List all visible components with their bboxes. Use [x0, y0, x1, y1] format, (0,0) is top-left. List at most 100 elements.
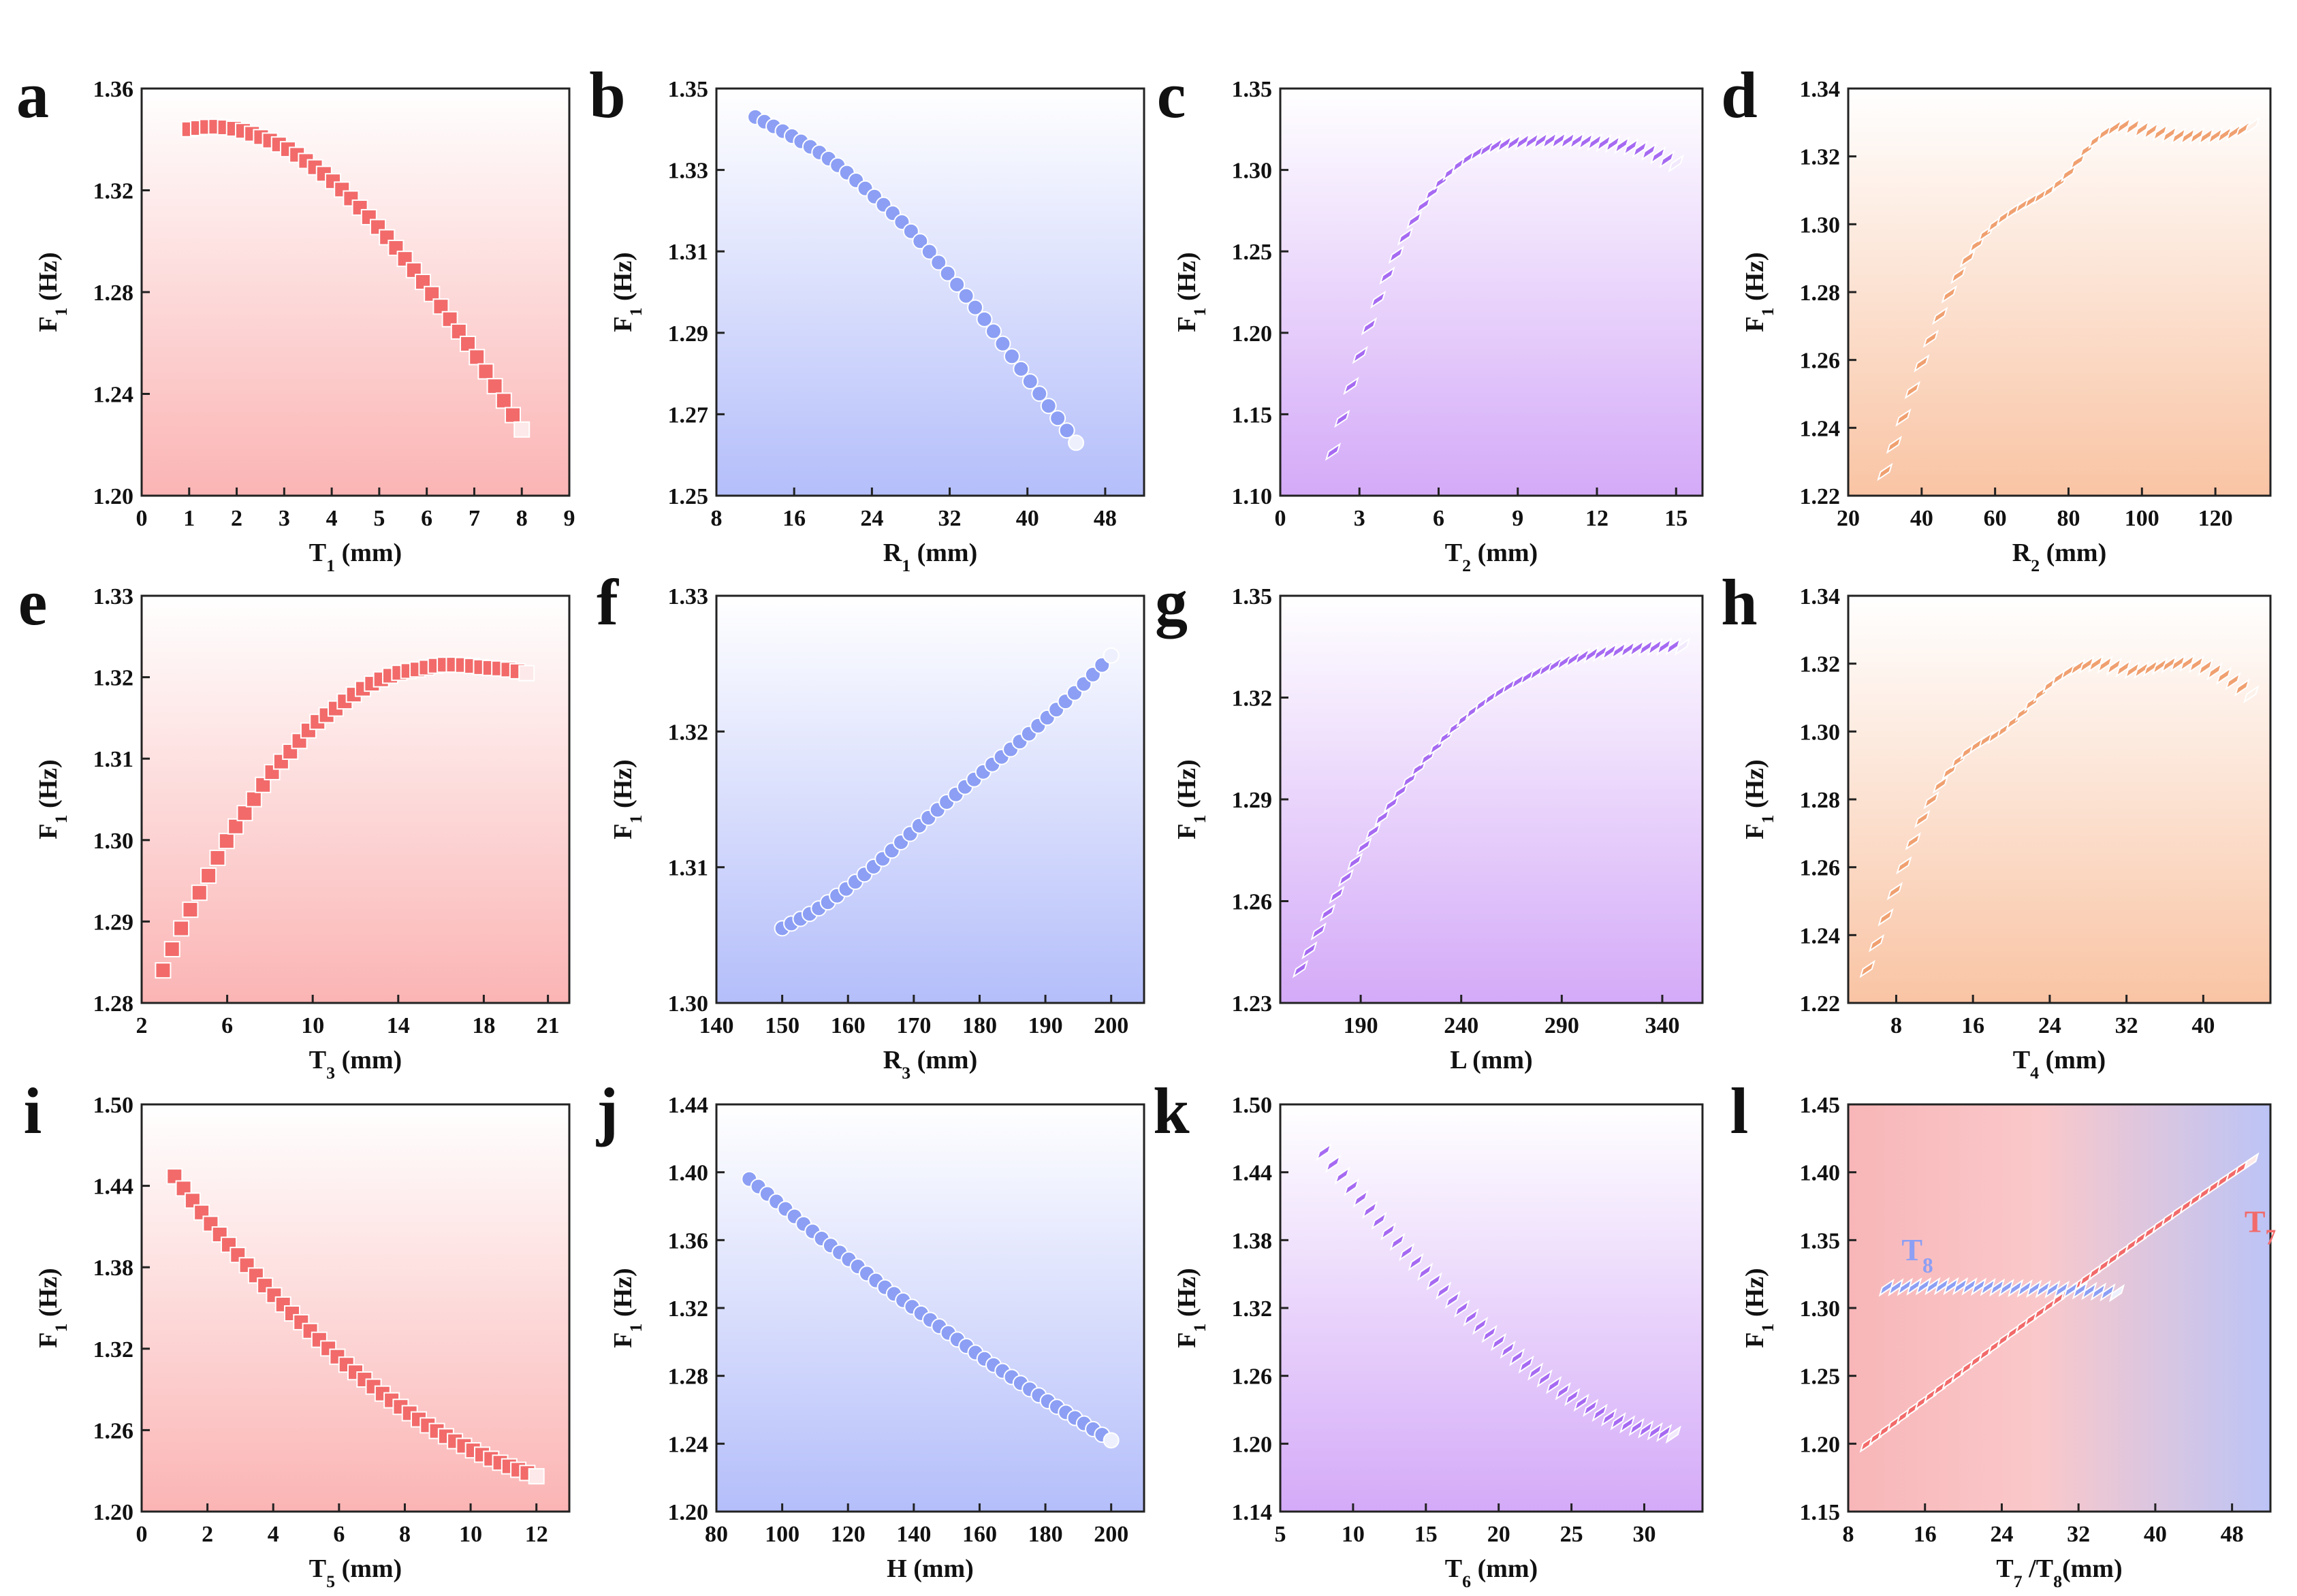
- y-tick-label: 1.32: [668, 720, 709, 745]
- data-point: [1914, 810, 1931, 829]
- data-point: [930, 254, 947, 271]
- data-point: [1641, 142, 1658, 161]
- data-point: [1573, 1393, 1589, 1412]
- y-tick-label: 1.29: [93, 910, 134, 935]
- x-tick-label: 40: [1910, 506, 1933, 531]
- data-point: [460, 336, 477, 353]
- plot-background: [716, 1104, 1144, 1512]
- data-point: [1665, 637, 1681, 656]
- x-tick-label: 20: [1837, 506, 1860, 531]
- y-tick-label: 1.44: [668, 1093, 709, 1118]
- x-tick-label: 7: [469, 506, 480, 531]
- data-point: [1500, 1340, 1516, 1359]
- x-tick-label: 30: [1632, 1522, 1656, 1547]
- data-point: [2170, 127, 2187, 146]
- data-point: [2207, 127, 2223, 146]
- data-point: [1905, 832, 1921, 850]
- y-tick-label: 1.26: [1232, 1364, 1273, 1390]
- y-tick-label: 1.29: [1232, 788, 1273, 813]
- data-point: [2198, 127, 2215, 146]
- data-point: [513, 421, 530, 438]
- data-point: [175, 1180, 192, 1197]
- y-tick-label: 1.26: [1232, 890, 1273, 915]
- plot-frame: [715, 87, 1145, 497]
- plot-background: [1848, 89, 2270, 496]
- x-tick-label: 80: [705, 1522, 728, 1547]
- data-point: [1319, 904, 1336, 922]
- data-point: [1389, 1232, 1406, 1251]
- data-point: [441, 310, 458, 328]
- data-point: [1647, 638, 1664, 656]
- y-tick-label: 1.44: [1232, 1161, 1273, 1186]
- x-axis-label: T2 (mm): [1445, 539, 1538, 575]
- x-tick-label: 120: [831, 1522, 866, 1547]
- data-point: [1352, 1190, 1369, 1208]
- data-point: [1399, 1243, 1415, 1262]
- data-point: [1906, 1277, 1922, 1296]
- data-point: [1601, 1408, 1617, 1426]
- x-tick-label: 40: [2191, 1013, 2215, 1038]
- data-point: [1546, 1375, 1562, 1394]
- x-tick-label: 80: [2057, 506, 2080, 531]
- x-tick-label: 21: [537, 1013, 560, 1038]
- data-point: [2115, 116, 2132, 135]
- series-R3: [774, 647, 1120, 937]
- plot-background: [716, 596, 1144, 1003]
- y-axis-label: F1 (Hz): [34, 759, 71, 839]
- x-tick-label: 5: [1275, 1522, 1286, 1547]
- data-point: [1610, 1411, 1626, 1431]
- y-tick-label: 1.31: [668, 240, 709, 265]
- data-point: [1103, 1432, 1120, 1449]
- data-point: [1629, 639, 1645, 658]
- data-point: [2225, 672, 2241, 690]
- data-point: [1406, 210, 1423, 229]
- x-tick-label: 0: [136, 1522, 148, 1547]
- panel-letter: e: [18, 566, 48, 639]
- data-point: [424, 285, 441, 302]
- data-point: [415, 273, 432, 290]
- y-tick-label: 1.35: [1232, 584, 1273, 609]
- series-T5: [166, 1168, 545, 1485]
- y-tick-label: 1.40: [1800, 1161, 1841, 1186]
- series-T6: [1316, 1143, 1681, 1444]
- data-point: [1361, 1200, 1378, 1219]
- data-point: [1878, 1278, 1895, 1297]
- plot-frame: [715, 594, 1145, 1004]
- data-point: [1379, 266, 1395, 285]
- data-point: [1961, 1277, 1978, 1296]
- data-point: [1388, 245, 1404, 264]
- x-tick-label: 8: [516, 506, 528, 531]
- data-point: [1568, 131, 1585, 150]
- data-point: [2188, 655, 2204, 673]
- data-point: [2243, 685, 2260, 703]
- data-point: [1374, 808, 1391, 827]
- y-tick-label: 1.36: [93, 77, 134, 102]
- data-point: [2108, 1283, 2125, 1303]
- panel-f: 140 150 160 170 180 190 200 1.30 1.31 1.32 1.33 R3 …: [597, 566, 1145, 1083]
- plot-frame: [140, 1103, 571, 1513]
- data-point: [1463, 1308, 1479, 1327]
- data-point: [1555, 1382, 1571, 1401]
- data-point: [1049, 410, 1066, 427]
- y-tick-label: 1.50: [1232, 1093, 1273, 1118]
- plot-background: [142, 596, 569, 1003]
- x-tick-label: 32: [2115, 1013, 2138, 1038]
- y-tick-label: 1.29: [668, 321, 709, 347]
- data-point: [2060, 164, 2077, 182]
- y-tick-label: 1.38: [93, 1256, 134, 1281]
- x-tick-label: 15: [1414, 1522, 1438, 1547]
- plot-background: [1848, 596, 2270, 1003]
- x-axis-label: R3 (mm): [883, 1046, 978, 1083]
- data-point: [1347, 852, 1363, 872]
- x-tick-label: 3: [1354, 506, 1365, 531]
- y-tick-label: 1.26: [1800, 856, 1841, 881]
- data-point: [1371, 1211, 1387, 1230]
- panel-letter: g: [1155, 566, 1188, 639]
- x-tick-label: 40: [1016, 506, 1039, 531]
- plot-background: [1848, 1104, 2270, 1512]
- data-point: [1426, 1272, 1442, 1291]
- y-tick-label: 1.35: [1800, 1228, 1841, 1254]
- x-tick-label: 10: [301, 1013, 324, 1038]
- data-point: [2243, 1152, 2260, 1171]
- panel-e: 2 6 10 14 18 21 1.28 1.29 1.30 1.31 1.32 1.33 T3 (mm…: [18, 566, 571, 1083]
